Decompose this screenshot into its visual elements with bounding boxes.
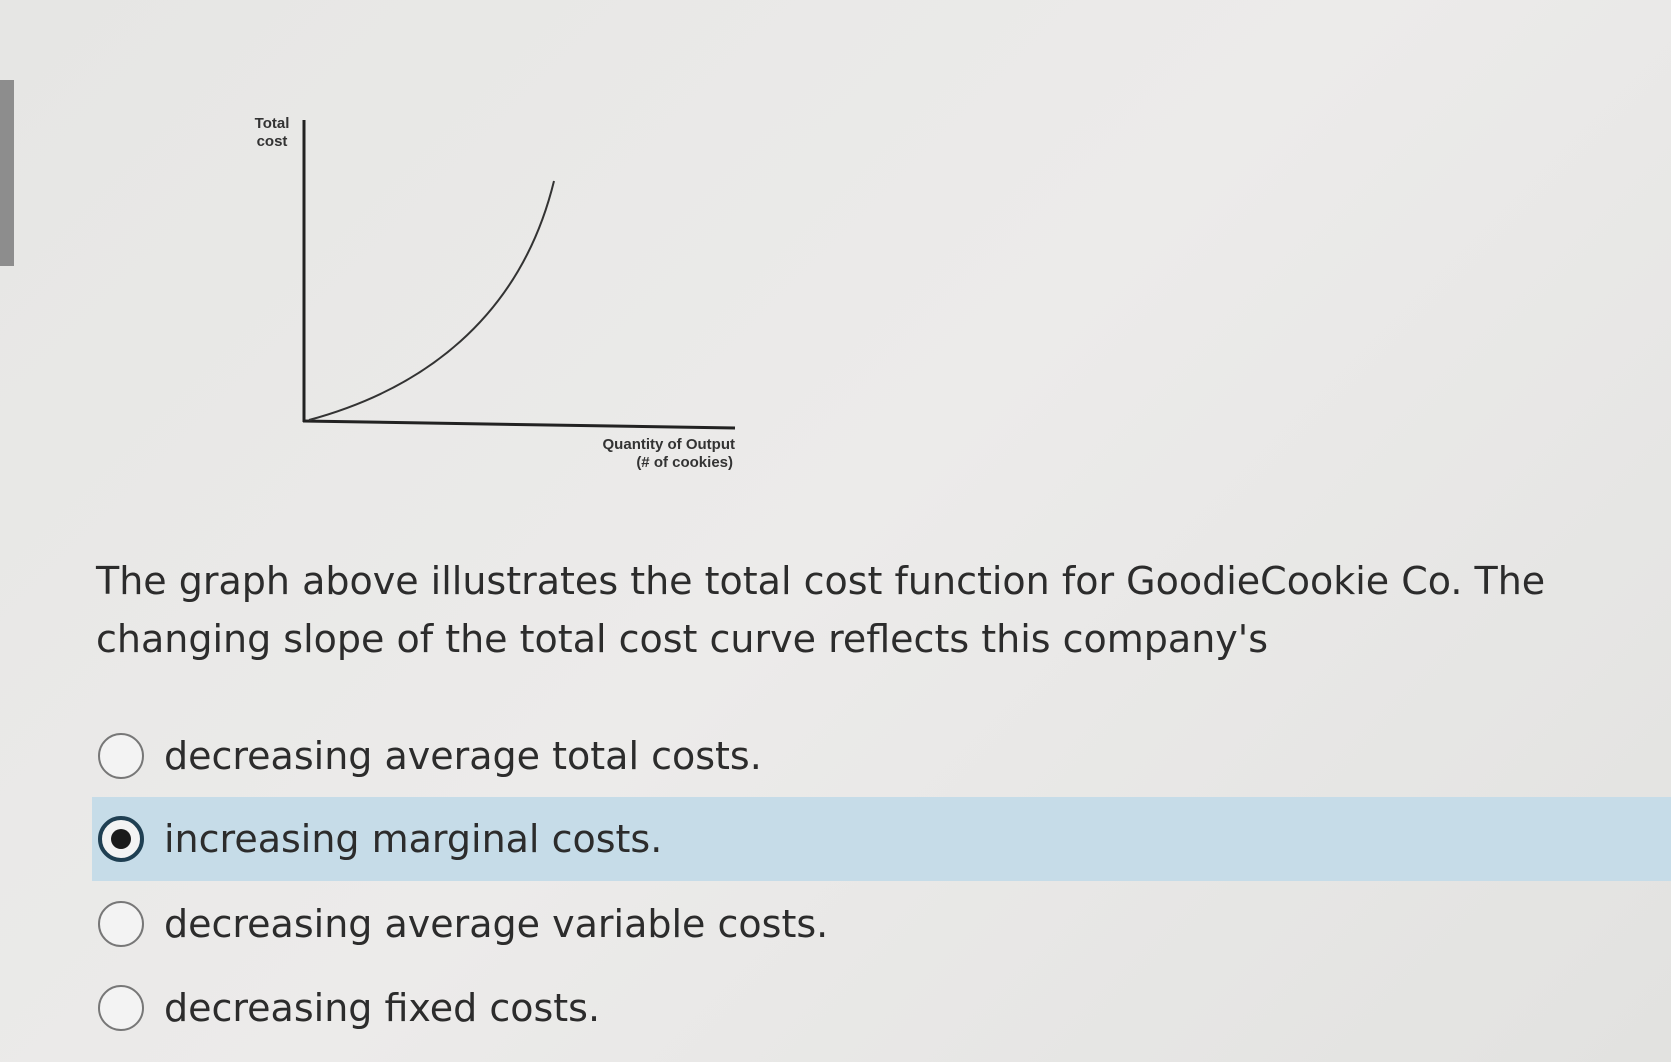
x-axis-label: Quantity of Output (603, 436, 735, 453)
cost-figure: Total cost Quantity of Output (# of cook… (255, 115, 736, 471)
option-label: decreasing average variable costs. (164, 902, 829, 946)
total-cost-curve (308, 180, 555, 421)
y-axis-label: cost (257, 133, 288, 150)
answer-option[interactable]: increasing marginal costs. (92, 797, 1671, 881)
x-axis (302, 419, 736, 430)
radio-button[interactable] (98, 816, 144, 862)
option-label: decreasing fixed costs. (164, 986, 601, 1030)
radio-button[interactable] (98, 901, 144, 947)
question-text: The graph above illustrates the total co… (96, 559, 1546, 661)
radio-button[interactable] (98, 733, 144, 779)
radio-button[interactable] (98, 985, 144, 1031)
option-label: increasing marginal costs. (164, 817, 663, 861)
scroll-indicator (0, 80, 14, 266)
answer-option[interactable]: decreasing fixed costs. (92, 966, 1671, 1050)
option-label: decreasing average total costs. (164, 734, 762, 778)
answer-option[interactable]: decreasing average total costs. (92, 714, 1671, 798)
radio-dot (111, 829, 131, 849)
y-axis-label: Total (255, 115, 290, 132)
answer-option[interactable]: decreasing average variable costs. (92, 882, 1671, 966)
x-axis-label: (# of cookies) (636, 454, 733, 471)
